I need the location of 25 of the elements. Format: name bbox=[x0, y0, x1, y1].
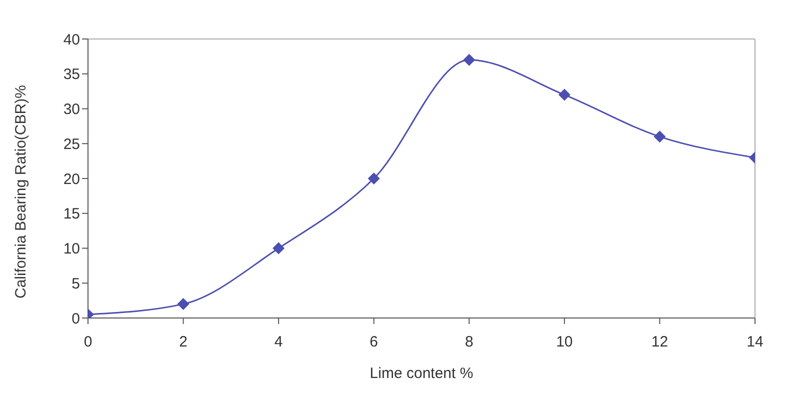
y-tick-label: 0 bbox=[72, 310, 80, 328]
point bbox=[368, 172, 380, 184]
x-tick-label: 14 bbox=[746, 334, 764, 351]
x-axis-title: Lime content % bbox=[370, 365, 474, 382]
y-tick-label: 20 bbox=[63, 170, 80, 188]
y-tick-label: 40 bbox=[63, 31, 80, 48]
x-tick-label: 0 bbox=[84, 334, 92, 351]
y-tick-label: 5 bbox=[72, 275, 80, 292]
point bbox=[177, 298, 190, 310]
point bbox=[463, 54, 476, 66]
x-tick-label: 10 bbox=[556, 334, 573, 351]
x-tick-label: 2 bbox=[179, 334, 188, 351]
y-tick-label: 25 bbox=[63, 136, 80, 153]
point bbox=[272, 242, 285, 254]
x-tick-label: 4 bbox=[274, 334, 283, 351]
y-tick-label: 10 bbox=[63, 240, 80, 258]
y-tick-label: 30 bbox=[63, 101, 80, 118]
point bbox=[558, 88, 570, 101]
y-tick-label: 15 bbox=[63, 206, 80, 223]
x-tick-label: 8 bbox=[464, 334, 474, 351]
y-axis-title: California Bearing Ratio(CBR)% bbox=[12, 85, 30, 298]
x-tick-label: 12 bbox=[651, 334, 668, 351]
x-tick-label: 6 bbox=[370, 334, 378, 351]
point bbox=[654, 130, 666, 143]
y-tick-label: 35 bbox=[63, 66, 80, 84]
